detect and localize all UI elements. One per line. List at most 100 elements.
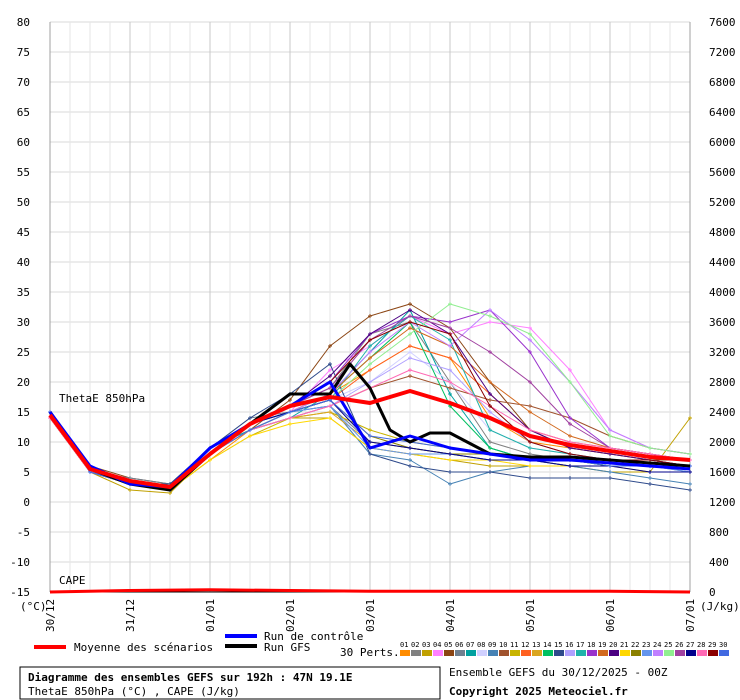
y-tick-left: 80 (17, 16, 30, 29)
perturbation-point-16 (448, 368, 452, 372)
perturbation-point-09 (688, 482, 692, 486)
perturbation-legend-id: 20 (609, 641, 617, 649)
cape-mean-line (49, 588, 691, 594)
y-tick-right: 400 (709, 556, 729, 569)
perturbation-legend-swatch (598, 650, 608, 656)
perturbation-point-21 (248, 434, 252, 438)
y-tick-right: 1600 (709, 466, 736, 479)
y-tick-left: 70 (17, 76, 30, 89)
y-tick-right: 800 (709, 526, 729, 539)
perturbation-point-15 (688, 488, 692, 492)
perturbation-point-21 (208, 458, 212, 462)
perturbation-point-26 (568, 422, 572, 426)
y-tick-right: 3600 (709, 316, 736, 329)
footer-subtitle: ThetaE 850hPa (°C) , CAPE (J/kg) (28, 685, 240, 698)
perturbation-legend-swatch (455, 650, 465, 656)
right-axis: 7600720068006400600056005200480044004000… (709, 16, 736, 599)
perturbation-legend-swatch (686, 650, 696, 656)
perturbation-point-15 (568, 476, 572, 480)
perturbation-legend-id: 22 (631, 641, 639, 649)
perturbation-legend-swatch (708, 650, 718, 656)
perturbation-point-15 (528, 476, 532, 480)
perturbation-legend-id: 29 (708, 641, 716, 649)
footer-copyright: Copyright 2025 Meteociel.fr (449, 685, 628, 698)
perturbation-point-27 (408, 446, 412, 450)
perturbation-legend-id: 09 (488, 641, 496, 649)
perturbation-point-20 (368, 332, 372, 336)
perturbation-point-27 (368, 440, 372, 444)
perturbation-legend-id: 21 (620, 641, 628, 649)
y-tick-right: 3200 (709, 346, 736, 359)
y-tick-left: 75 (17, 46, 30, 59)
perturbation-point-18 (568, 416, 572, 420)
perturbation-legend-swatch (565, 650, 575, 656)
perturbation-point-25 (688, 452, 692, 456)
perturbation-point-24 (448, 344, 452, 348)
perturbation-point-09 (608, 470, 612, 474)
perturbation-legend-id: 01 (400, 641, 408, 649)
y-tick-left: 25 (17, 346, 30, 359)
x-tick-label: 06/01 (604, 599, 617, 632)
perturbation-legend-swatch (620, 650, 630, 656)
perturbation-point-25 (568, 380, 572, 384)
footer-box (19, 666, 441, 700)
perturbation-legend-id: 04 (433, 641, 441, 649)
y-tick-right: 0 (709, 586, 716, 599)
perturbation-point-29 (488, 404, 492, 408)
perturbation-legend-swatch (642, 650, 652, 656)
x-tick-label: 02/01 (284, 599, 297, 632)
y-tick-left: 65 (17, 106, 30, 119)
y-tick-left: 55 (17, 166, 30, 179)
y-tick-right: 5200 (709, 196, 736, 209)
perturbation-point-24 (608, 428, 612, 432)
y-tick-right: 1200 (709, 496, 736, 509)
perturbation-legend: 01 02 03 04 05 06 07 08 09 10 11 12 13 14 15 16 17 18 19 20… (400, 641, 729, 656)
perturbation-legend-id: 14 (543, 641, 551, 649)
y-tick-right: 6800 (709, 76, 736, 89)
perturbation-point-04 (568, 368, 572, 372)
perturbation-point-25 (368, 362, 372, 366)
perturbation-point-27 (488, 458, 492, 462)
perturbation-point-20 (488, 392, 492, 396)
perturbation-point-29 (448, 332, 452, 336)
perturbation-point-21 (528, 464, 532, 468)
perturbation-legend-swatch (422, 650, 432, 656)
perturbation-point-25 (648, 446, 652, 450)
perturbation-legend-id: 12 (521, 641, 529, 649)
perturbation-legend-swatch (554, 650, 564, 656)
perturbation-legend-id: 02 (411, 641, 419, 649)
perturbation-point-29 (568, 452, 572, 456)
legend-perts-label: 30 Perts. (340, 646, 400, 659)
perturbation-point-24 (528, 338, 532, 342)
perturbation-legend-id: 06 (455, 641, 463, 649)
perturbation-legend-id: 18 (587, 641, 595, 649)
perturbation-point-21 (328, 416, 332, 420)
y-tick-left: -10 (10, 556, 30, 569)
perturbation-point-26 (528, 380, 532, 384)
perturbation-point-15 (368, 452, 372, 456)
y-tick-left: 40 (17, 256, 30, 269)
perturbation-point-19 (568, 434, 572, 438)
y-tick-right: 5600 (709, 166, 736, 179)
perturbation-point-25 (608, 434, 612, 438)
perturbation-legend-swatch (521, 650, 531, 656)
y-tick-right: 4000 (709, 286, 736, 299)
perturbation-legend-id: 28 (697, 641, 705, 649)
y-tick-right: 7600 (709, 16, 736, 29)
perturbation-point-25 (408, 332, 412, 336)
perturbation-legend-id: 26 (675, 641, 683, 649)
perturbation-legend-id: 27 (686, 641, 694, 649)
perturbation-point-13 (328, 410, 332, 414)
y-tick-right: 2800 (709, 376, 736, 389)
perturbation-point-19 (528, 410, 532, 414)
x-tick-label: 05/01 (524, 599, 537, 632)
x-tick-label: 07/01 (684, 599, 697, 632)
y-tick-right: 4400 (709, 256, 736, 269)
perturbation-point-15 (648, 482, 652, 486)
perturbation-point-07 (448, 392, 452, 396)
perturbation-legend-id: 24 (653, 641, 661, 649)
perturbation-point-29 (368, 338, 372, 342)
perturbation-point-28 (528, 428, 532, 432)
perturbation-legend-swatch (697, 650, 707, 656)
